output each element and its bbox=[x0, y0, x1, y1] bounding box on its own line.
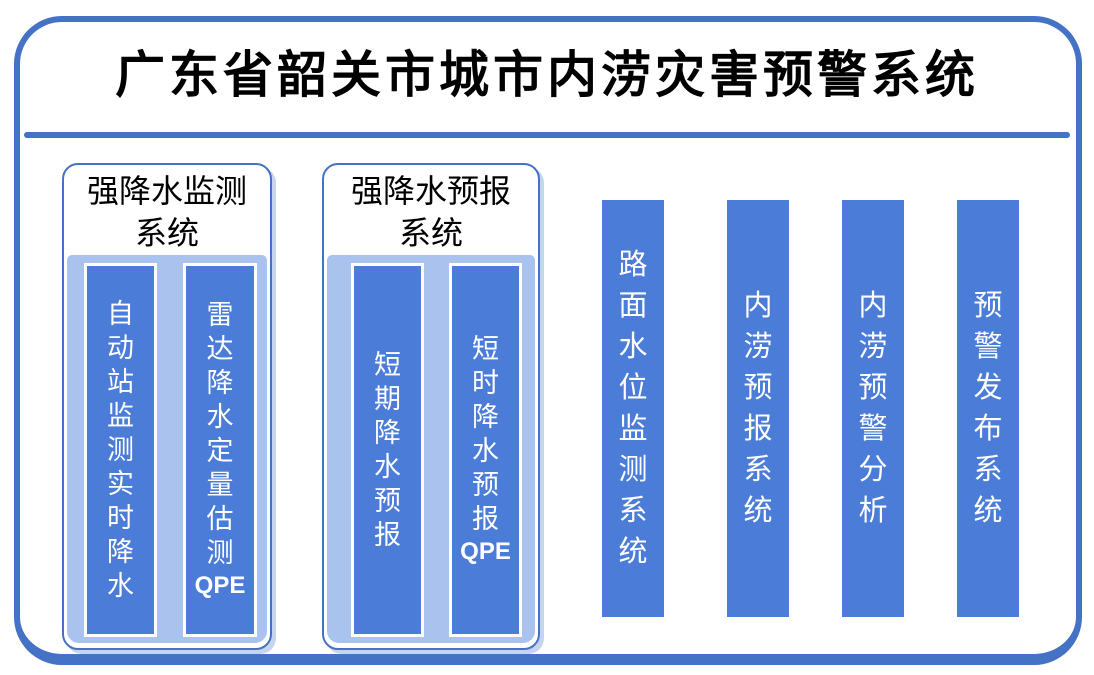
vertical-char: 短 bbox=[374, 349, 401, 380]
vertical-char: 定 bbox=[206, 436, 234, 466]
vertical-char: 预 bbox=[374, 485, 401, 516]
vertical-char: 系 bbox=[743, 453, 773, 486]
vertical-char: 测 bbox=[107, 434, 134, 465]
vertical-char: 水 bbox=[472, 436, 499, 466]
vertical-char: 短 bbox=[472, 334, 499, 364]
vertical-char: 预 bbox=[973, 289, 1003, 322]
group-box-rainfall-forecast: 强降水预报 系统 短期降水预报 短时降水预报 QPE bbox=[322, 163, 540, 650]
vertical-char: 估 bbox=[206, 504, 234, 534]
vertical-char: 降 bbox=[472, 402, 499, 432]
vertical-char: 监 bbox=[618, 412, 648, 445]
vertical-char: 测 bbox=[618, 453, 648, 486]
bar-suffix-qpe: QPE bbox=[460, 538, 511, 565]
vertical-char: 期 bbox=[374, 383, 401, 414]
vertical-char: 预 bbox=[858, 371, 888, 404]
vertical-char: 警 bbox=[858, 412, 888, 445]
group-title-rainfall-monitoring: 强降水监测 系统 bbox=[86, 173, 247, 251]
vertical-char: 水 bbox=[374, 451, 401, 482]
bar-warning-release-system: 预警发布系统 bbox=[957, 200, 1019, 617]
bar-flood-forecast-system: 内涝预报系统 bbox=[727, 200, 789, 617]
vertical-char: 统 bbox=[743, 494, 773, 527]
vertical-char: 水 bbox=[618, 330, 648, 363]
diagram-title: 广东省韶关市城市内涝灾害预警系统 bbox=[115, 47, 979, 103]
vertical-char: 量 bbox=[206, 470, 234, 500]
vertical-char: 时 bbox=[107, 502, 134, 533]
bar-nowcast-rainfall-qpe: 短时降水预报 QPE bbox=[449, 263, 522, 637]
vertical-char: 时 bbox=[472, 368, 499, 398]
bar-suffix-qpe: QPE bbox=[194, 572, 246, 599]
vertical-char: 警 bbox=[973, 330, 1003, 363]
vertical-char: 雷 bbox=[206, 300, 234, 330]
vertical-char: 站 bbox=[107, 366, 134, 397]
vertical-char: 降 bbox=[206, 368, 234, 398]
bar-short-term-rainfall-forecast: 短期降水预报 bbox=[351, 263, 424, 637]
group-title-rainfall-forecast: 强降水预报 系统 bbox=[350, 173, 511, 251]
vertical-char: 涝 bbox=[743, 330, 773, 363]
bar-radar-rainfall-qpe: 雷达降水定量估测 QPE bbox=[183, 263, 257, 637]
vertical-char: 路 bbox=[618, 248, 648, 281]
vertical-char: 水 bbox=[206, 402, 234, 432]
bar-road-water-level-monitoring: 路面水位监测系统 bbox=[602, 200, 664, 617]
vertical-char: 内 bbox=[743, 289, 773, 322]
vertical-char: 测 bbox=[206, 538, 234, 568]
vertical-char: 内 bbox=[858, 289, 888, 322]
vertical-char: 水 bbox=[107, 570, 134, 601]
vertical-char: 统 bbox=[973, 494, 1003, 527]
vertical-char: 系 bbox=[618, 494, 648, 527]
vertical-char: 面 bbox=[618, 289, 648, 322]
bar-auto-station-realtime-rainfall: 自动站监测实时降水 bbox=[84, 263, 157, 637]
vertical-char: 实 bbox=[107, 468, 134, 499]
vertical-char: 分 bbox=[858, 453, 888, 486]
vertical-char: 预 bbox=[472, 470, 499, 500]
vertical-char: 报 bbox=[374, 519, 401, 550]
vertical-char: 降 bbox=[374, 417, 401, 448]
vertical-char: 布 bbox=[973, 412, 1003, 445]
title-divider bbox=[24, 132, 1070, 138]
group-box-rainfall-monitoring: 强降水监测 系统 自动站监测实时降水 雷达降水定量估测 QPE bbox=[62, 163, 272, 650]
vertical-char: 达 bbox=[206, 334, 234, 364]
vertical-char: 统 bbox=[618, 535, 648, 568]
vertical-char: 析 bbox=[858, 494, 888, 527]
vertical-char: 监 bbox=[107, 400, 134, 431]
outer-frame bbox=[14, 16, 1082, 665]
vertical-char: 发 bbox=[973, 371, 1003, 404]
vertical-char: 自 bbox=[107, 298, 134, 329]
vertical-char: 动 bbox=[107, 332, 134, 363]
vertical-char: 报 bbox=[472, 504, 499, 534]
bar-flood-warning-analysis: 内涝预警分析 bbox=[842, 200, 904, 617]
vertical-char: 涝 bbox=[858, 330, 888, 363]
vertical-char: 降 bbox=[107, 536, 134, 567]
vertical-char: 位 bbox=[618, 371, 648, 404]
vertical-char: 预 bbox=[743, 371, 773, 404]
vertical-char: 报 bbox=[743, 412, 773, 445]
vertical-char: 系 bbox=[973, 453, 1003, 486]
